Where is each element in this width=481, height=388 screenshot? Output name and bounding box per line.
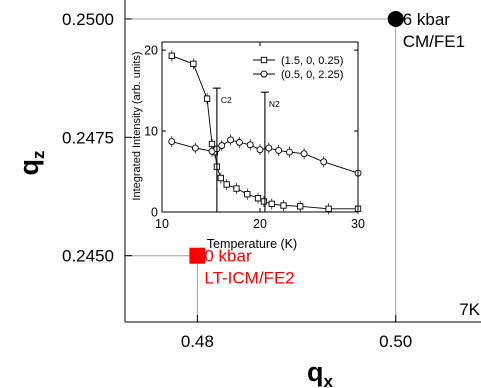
point-label-pressure: 0 kbar [204, 247, 252, 266]
y-axis-label-main: q [14, 159, 44, 176]
inset-x-tick-label: 10 [155, 217, 169, 231]
inset-square-marker [244, 191, 251, 198]
inset-square-marker [268, 200, 275, 208]
inset-square-marker [233, 185, 240, 192]
y-tick-label: 0.2500 [62, 10, 114, 29]
legend-label: (0.5, 0, 2.25) [281, 69, 343, 81]
inset-square-marker [168, 52, 175, 59]
guide-lines [125, 18, 397, 322]
point-label-phase: LT-ICM/FE2 [204, 269, 294, 288]
inset-annotations: C2 N2 [212, 87, 280, 212]
point-circle-marker [387, 10, 404, 27]
main-axes [124, 0, 481, 323]
inset-circle-marker [227, 136, 235, 144]
inset-y-ticks: 0 10 20 [144, 44, 358, 220]
point-label-phase: CM/FE1 [403, 32, 465, 51]
inset-y-axis-label: Integrated Intensity (arb. units) [131, 51, 143, 200]
inset-square-marker [190, 60, 197, 68]
inset-circle-marker [300, 150, 308, 158]
inset-square-marker [325, 205, 332, 212]
x-tick-label: 0.50 [379, 332, 412, 351]
x-axis-label: qx [307, 357, 334, 388]
y-tick-label: 0.2475 [62, 128, 114, 147]
legend-circle-marker [260, 70, 268, 78]
inset-circle-marker [320, 158, 328, 166]
legend-square-marker [260, 56, 268, 64]
inset-square-marker [297, 203, 304, 210]
inset-x-tick-label: 30 [351, 217, 365, 231]
inset-background [162, 42, 358, 212]
transition-label: C2 [221, 95, 232, 105]
inset-y-tick-label: 10 [144, 125, 158, 139]
inset-circle-marker [191, 144, 199, 152]
inset-square-marker [223, 181, 230, 188]
inset-y-tick-label: 20 [144, 44, 158, 58]
y-axis-label: qz [14, 151, 48, 176]
inset-circle-marker [235, 138, 243, 146]
point-label-pressure: 6 kbar [403, 10, 451, 29]
inset-square-marker [260, 198, 268, 205]
x-axis-label-sub: x [324, 372, 334, 388]
inset-circle-marker [256, 146, 264, 154]
inset-legend: (1.5, 0, 0.25) (0.5, 0, 2.25) [253, 55, 343, 81]
inset-circle-marker [168, 138, 176, 146]
inset-y-tick-label: 0 [151, 206, 158, 220]
inset-square-marker [217, 174, 224, 182]
inset-circle-marker [275, 147, 283, 154]
point-square-marker [189, 247, 206, 264]
inset-x-ticks: 10 20 30 [155, 42, 365, 231]
y-tick-label: 0.2450 [62, 247, 114, 266]
transition-label: N2 [269, 99, 280, 109]
x-axis-label-main: q [307, 357, 324, 387]
inset-square-marker [280, 202, 287, 209]
x-ticks: 0.48 0.50 [181, 315, 412, 351]
inset-circle-marker [265, 144, 273, 152]
inset-circle-marker [285, 148, 293, 156]
inset-circle-marker [218, 142, 226, 150]
inset-x-axis-label: Temperature (K) [207, 237, 297, 251]
inset-square-marker [254, 195, 262, 202]
y-axis-label-sub: z [29, 151, 48, 160]
data-points: 6 kbar CM/FE1 0 kbar LT-ICM/FE2 [189, 10, 465, 288]
inset-x-tick-label: 20 [253, 217, 267, 231]
legend-label: (1.5, 0, 0.25) [281, 55, 343, 67]
inset-circle-marker [246, 141, 254, 149]
inset-square-marker [203, 95, 211, 102]
x-tick-label: 0.48 [181, 332, 214, 351]
corner-label: 7K [459, 300, 480, 319]
y-ticks: 0.2450 0.2475 0.2500 [62, 10, 132, 266]
